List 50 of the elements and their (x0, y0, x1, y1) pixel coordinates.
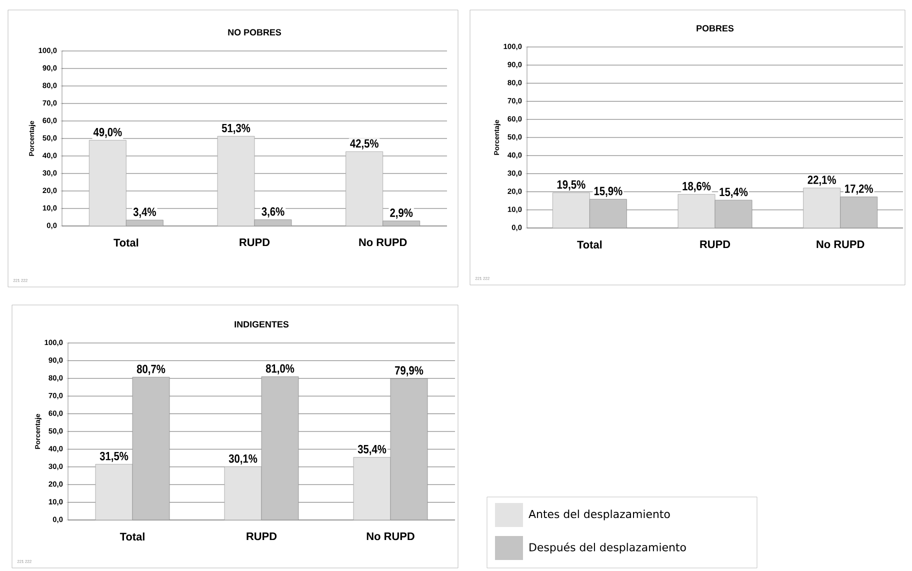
x-tick-label: Total (114, 238, 138, 247)
data-label: 3,6% (262, 207, 284, 218)
x-tick-label: RUPD (246, 532, 277, 540)
bar (552, 192, 590, 228)
bar (261, 376, 299, 520)
bar (224, 466, 262, 520)
legend-label: Después del desplazamiento (530, 542, 686, 554)
data-label: 22,1% (808, 176, 836, 186)
x-tick-label: No RUPD (816, 240, 864, 248)
x-tick-label: RUPD (240, 238, 270, 246)
x-tick-label: No RUPD (359, 238, 407, 246)
bar (132, 376, 170, 520)
chart-title: POBRES (696, 25, 734, 32)
bar (840, 196, 878, 228)
data-label: 15,9% (594, 186, 622, 197)
bar (353, 457, 391, 520)
data-label: 3,4% (133, 208, 156, 218)
data-label: 49,0% (93, 128, 122, 138)
bar (803, 188, 841, 228)
bar (88, 140, 126, 226)
x-tick-label: Total (577, 240, 602, 249)
data-label: 42,5% (350, 139, 378, 150)
data-label: 79,9% (395, 366, 424, 376)
data-label: 81,0% (266, 364, 294, 374)
bar (217, 136, 255, 226)
bar (390, 378, 428, 520)
chart-title: NO POBRES (228, 29, 282, 36)
data-label: 35,4% (358, 444, 386, 456)
bar (589, 199, 627, 228)
bar (714, 200, 752, 228)
bar (346, 151, 384, 226)
data-label: 18,6% (682, 182, 711, 192)
x-tick-label: No RUPD (366, 532, 414, 540)
data-label: 31,5% (100, 452, 128, 462)
chart-title: INDIGENTES (234, 321, 289, 328)
data-label: 19,5% (557, 180, 586, 190)
bar (382, 220, 420, 226)
data-label: 80,7% (136, 364, 166, 375)
bar (95, 464, 133, 520)
bar (126, 220, 164, 226)
data-label: 51,3% (222, 124, 250, 134)
x-tick-label: Total (120, 532, 144, 541)
data-label: 2,9% (390, 208, 413, 219)
data-label: 15,4% (720, 188, 748, 198)
bar (254, 219, 292, 226)
x-tick-label: RUPD (700, 240, 730, 248)
legend-label: Antes del desplazamiento (528, 510, 670, 520)
data-label: 30,1% (228, 454, 258, 464)
bar (678, 194, 716, 228)
data-label: 17,2% (845, 184, 873, 195)
